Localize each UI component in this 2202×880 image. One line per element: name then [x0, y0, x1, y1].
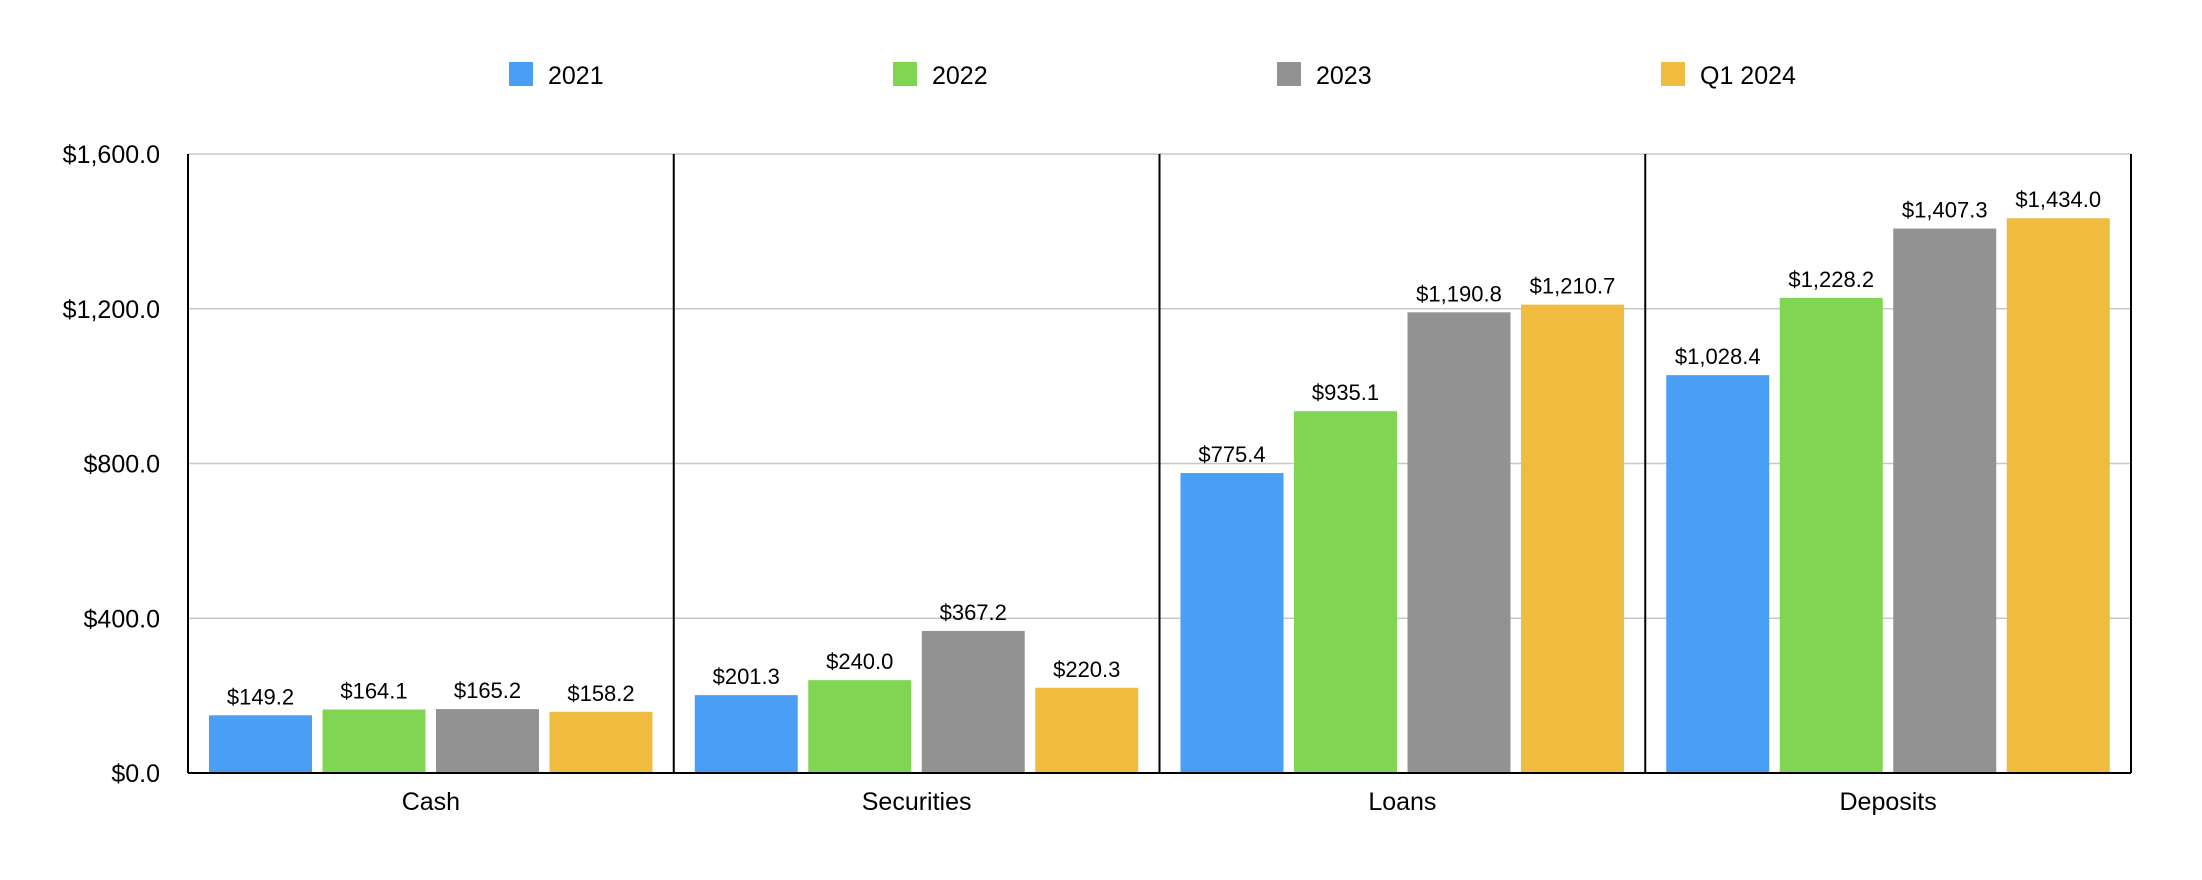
data-label-deposits-2: $1,228.2: [1788, 267, 1874, 292]
bar-securities-4: [1035, 687, 1139, 773]
bar-cash-3: [436, 709, 539, 773]
data-label-securities-3: $367.2: [940, 600, 1007, 625]
bars: [209, 218, 2110, 774]
bar-securities-1: [694, 695, 798, 773]
bar-loans-3: [1407, 312, 1511, 773]
data-label-cash-2: $164.1: [340, 679, 407, 704]
legend-label-1: 2021: [548, 62, 604, 90]
legend-label-4: Q1 2024: [1700, 62, 1796, 90]
bar-loans-2: [1294, 411, 1397, 773]
bar-securities-3: [921, 630, 1025, 773]
data-label-loans-4: $1,210.7: [1530, 274, 1616, 299]
data-label-deposits-4: $1,434.0: [2015, 187, 2101, 212]
x-axis: Cash Securities Loans Deposits: [402, 788, 1937, 816]
data-label-securities-1: $201.3: [713, 664, 780, 689]
y-tick-label-1: $400.0: [84, 605, 160, 633]
data-label-loans-3: $1,190.8: [1416, 281, 1502, 306]
x-category-label-deposits: Deposits: [1839, 788, 1936, 816]
data-label-loans-2: $935.1: [1312, 380, 1379, 405]
legend-label-2: 2022: [932, 62, 988, 90]
legend-swatch-3: [1277, 62, 1301, 86]
bar-cash-1: [209, 715, 312, 773]
data-label-deposits-3: $1,407.3: [1902, 198, 1988, 223]
y-tick-label-2: $800.0: [84, 451, 160, 479]
bar-cash-4: [549, 711, 653, 773]
legend-swatch-1: [509, 62, 533, 86]
bar-cash-2: [322, 709, 426, 773]
legend-swatch-2: [893, 62, 917, 86]
x-category-label-loans: Loans: [1368, 788, 1436, 816]
legend-swatch-4: [1661, 62, 1685, 86]
bar-securities-2: [808, 680, 912, 773]
legend-label-3: 2023: [1316, 62, 1372, 90]
y-tick-label-4: $1,600.0: [63, 141, 160, 169]
bar-deposits-2: [1779, 297, 1883, 773]
data-label-cash-4: $158.2: [567, 681, 634, 706]
data-label-deposits-1: $1,028.4: [1675, 344, 1761, 369]
y-tick-label-0: $0.0: [111, 760, 160, 788]
data-label-cash-1: $149.2: [227, 684, 294, 709]
data-label-securities-4: $220.3: [1053, 657, 1120, 682]
bar-loans-1: [1180, 473, 1284, 773]
data-label-securities-2: $240.0: [826, 649, 893, 674]
x-category-label-cash: Cash: [402, 788, 460, 816]
data-labels: $149.2 $164.1 $165.2 $158.2 $201.3 $240.0 $367…: [227, 187, 2101, 709]
bar-deposits-1: [1666, 375, 1770, 773]
data-label-cash-3: $165.2: [454, 678, 521, 703]
y-tick-label-3: $1,200.0: [63, 296, 160, 324]
y-axis: $0.0 $400.0 $800.0 $1,200.0 $1,600.0: [63, 141, 160, 788]
legend: 2021 2022 2023 Q1 2024: [509, 62, 1796, 90]
bar-deposits-4: [2006, 218, 2110, 773]
x-category-label-securities: Securities: [862, 788, 972, 816]
plot-frame: [187, 154, 2132, 774]
bar-loans-4: [1521, 304, 1624, 773]
data-label-loans-1: $775.4: [1198, 442, 1265, 467]
bar-deposits-3: [1893, 228, 1997, 774]
